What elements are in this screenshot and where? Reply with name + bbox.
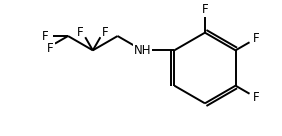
Text: F: F bbox=[202, 3, 208, 16]
Text: NH: NH bbox=[134, 44, 151, 57]
Text: F: F bbox=[253, 91, 259, 104]
Text: F: F bbox=[253, 32, 259, 45]
Text: F: F bbox=[77, 26, 83, 38]
Text: F: F bbox=[102, 26, 109, 38]
Text: F: F bbox=[42, 30, 49, 43]
Text: F: F bbox=[47, 41, 54, 55]
